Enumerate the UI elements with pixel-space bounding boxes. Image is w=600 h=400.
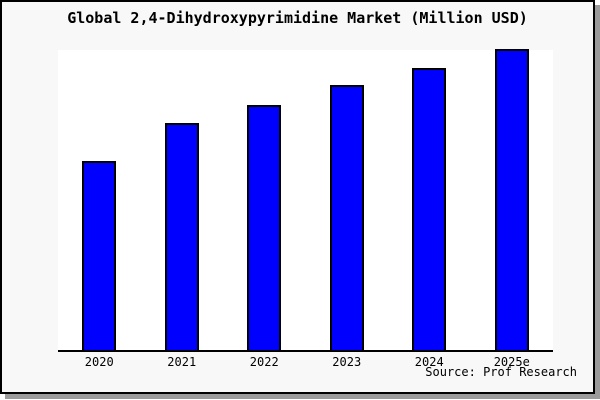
bar-2025e: [494, 48, 529, 350]
bar-slot: [141, 50, 224, 350]
source-text: Source: Prof Research: [425, 365, 577, 379]
plot-area: [58, 48, 554, 352]
x-tick-label: 2025e: [493, 355, 530, 369]
x-tick-label: 2020: [84, 355, 114, 369]
bar-slot: [388, 50, 471, 350]
bar-slot: [58, 50, 141, 350]
bar-2021: [164, 123, 199, 350]
bar-slot: [306, 50, 389, 350]
chart-card: Global 2,4-Dihydroxypyrimidine Market (M…: [0, 0, 595, 394]
bar-2022: [247, 104, 282, 350]
x-tick-label: 2022: [249, 355, 279, 369]
chart-title: Global 2,4-Dihydroxypyrimidine Market (M…: [67, 9, 528, 27]
x-tick-label: 2023: [332, 355, 362, 369]
bar-2023: [329, 85, 364, 350]
bar-2020: [82, 160, 117, 350]
x-tick-label: 2021: [167, 355, 197, 369]
x-tick-label: 2024: [414, 355, 444, 369]
x-axis-labels: 2020 2021 2022 2023 2024 2025e: [58, 355, 553, 369]
bar-slot: [471, 48, 554, 350]
bar-slot: [223, 50, 306, 350]
bar-2024: [412, 67, 447, 350]
